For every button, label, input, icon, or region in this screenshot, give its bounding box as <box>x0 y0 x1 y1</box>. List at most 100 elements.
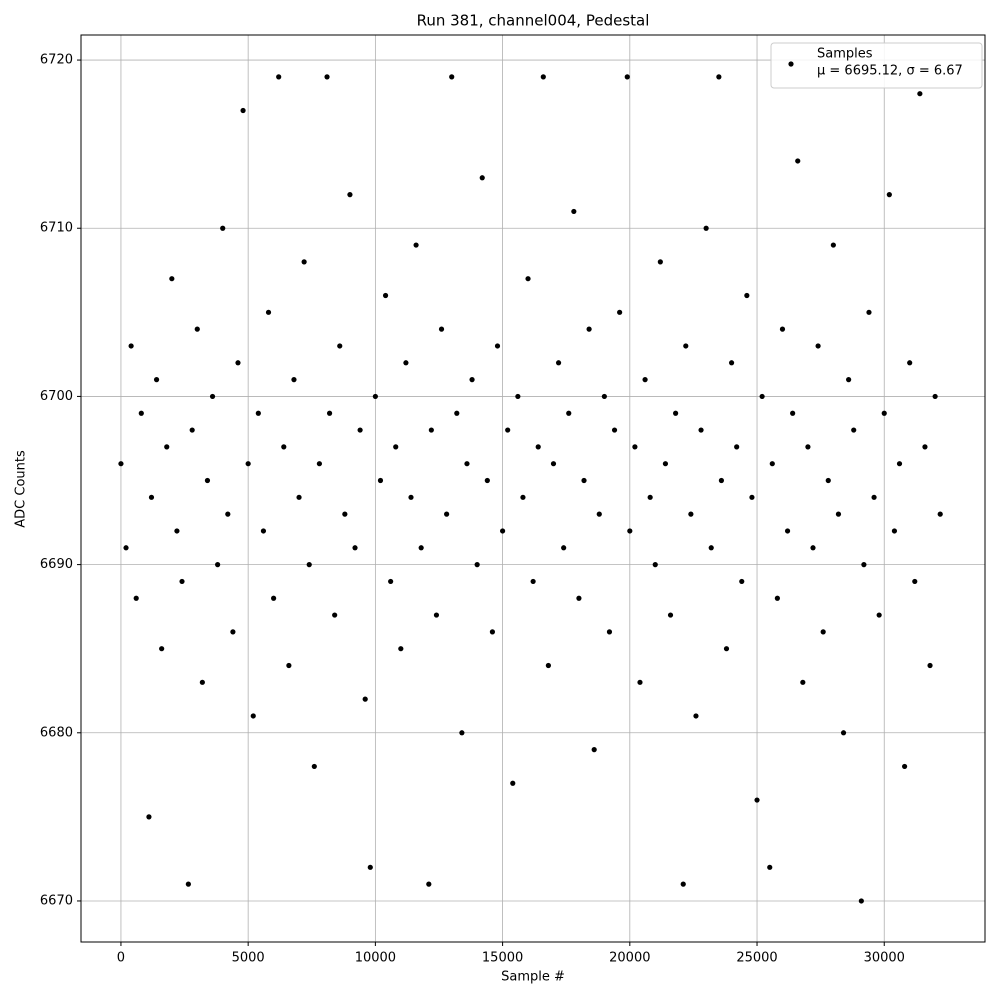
point <box>693 713 699 719</box>
plot-area: 0 5000 10000 15000 20000 25000 30000 6670 6680 66… <box>40 35 985 966</box>
point <box>774 595 780 601</box>
y-tick-label: 6670 <box>40 893 73 908</box>
point <box>209 393 216 400</box>
point <box>550 461 557 467</box>
point <box>683 343 689 349</box>
point <box>555 360 562 366</box>
point <box>148 494 155 500</box>
point <box>367 864 373 870</box>
point <box>611 427 618 433</box>
point <box>858 898 864 904</box>
point <box>510 780 516 786</box>
point <box>324 74 330 80</box>
point <box>586 326 592 332</box>
point <box>260 528 267 534</box>
point <box>759 393 765 400</box>
point <box>830 242 836 248</box>
point <box>326 410 333 416</box>
point <box>352 545 358 551</box>
y-tick-label: 6720 <box>40 53 73 68</box>
x-tick-label: 30000 <box>864 951 905 966</box>
point <box>347 192 353 198</box>
point <box>164 444 170 450</box>
point <box>281 444 287 450</box>
point <box>927 662 933 669</box>
x-tick-label: 5000 <box>232 951 265 966</box>
point <box>871 494 877 500</box>
point <box>372 393 378 400</box>
point <box>301 259 307 265</box>
point <box>739 578 745 585</box>
point <box>657 259 663 265</box>
point <box>245 461 251 467</box>
point <box>606 629 613 635</box>
point <box>189 427 195 433</box>
point <box>561 545 567 551</box>
point <box>520 494 526 500</box>
point <box>754 797 760 803</box>
point <box>698 427 704 433</box>
point <box>576 595 582 601</box>
point <box>917 91 923 97</box>
point <box>647 494 653 500</box>
legend: Samples μ = 6695.12, σ = 6.67 <box>770 42 983 89</box>
point <box>342 511 348 517</box>
point <box>652 562 658 568</box>
point <box>215 562 221 568</box>
x-tick-label: 0 <box>117 951 125 966</box>
point <box>530 578 536 585</box>
point <box>250 713 256 719</box>
point <box>840 730 847 736</box>
point <box>449 74 455 80</box>
point <box>937 511 943 517</box>
point <box>357 427 363 433</box>
point <box>749 494 755 500</box>
point <box>866 309 872 315</box>
point <box>617 309 623 315</box>
point <box>393 444 399 450</box>
point <box>846 377 852 383</box>
point <box>444 511 450 517</box>
point <box>907 360 913 366</box>
point <box>728 360 735 366</box>
point <box>637 679 643 685</box>
legend-marker <box>788 61 794 67</box>
point <box>744 292 750 299</box>
legend-note: μ = 6695.12, σ = 6.67 <box>817 64 963 79</box>
point <box>708 545 714 551</box>
point <box>413 242 419 248</box>
point <box>922 444 928 450</box>
point <box>484 477 490 484</box>
point <box>718 477 725 484</box>
point <box>286 662 292 669</box>
point <box>276 74 282 80</box>
x-tick-label: 10000 <box>355 951 396 966</box>
x-tick-label: 25000 <box>736 951 777 966</box>
point <box>861 562 867 568</box>
point <box>133 595 139 601</box>
point <box>601 393 607 400</box>
point <box>388 578 394 585</box>
point <box>265 309 272 315</box>
point <box>220 225 226 231</box>
point <box>316 461 323 467</box>
point <box>494 343 501 349</box>
point <box>474 562 480 568</box>
point <box>138 410 144 416</box>
y-tick-label: 6700 <box>40 389 73 404</box>
point <box>784 528 791 534</box>
point <box>332 612 338 618</box>
point <box>767 864 773 870</box>
point <box>185 881 191 887</box>
point <box>271 595 277 601</box>
point <box>505 427 511 433</box>
point <box>426 881 432 887</box>
point <box>596 511 602 517</box>
point <box>489 629 496 635</box>
y-tick-label: 6710 <box>40 221 73 236</box>
point <box>515 393 521 400</box>
point <box>795 158 801 164</box>
point <box>230 629 236 635</box>
